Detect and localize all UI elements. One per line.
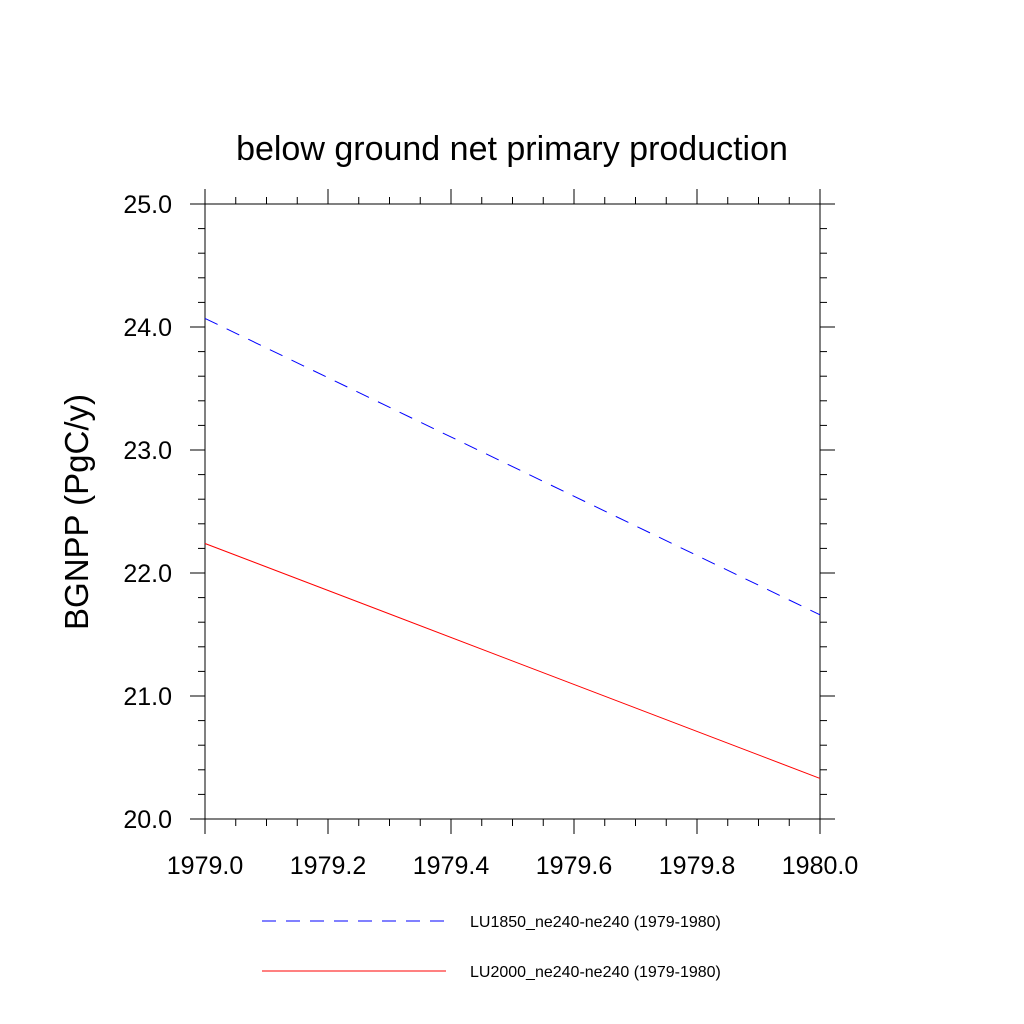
legend-label-2: LU2000_ne240-ne240 (1979-1980) <box>470 964 721 981</box>
tick-labels: 1979.0 1979.2 1979.4 1979.6 1979.8 1980.0 20.0… <box>123 191 858 880</box>
y-tick-label: 22.0 <box>123 560 172 588</box>
major-ticks <box>190 189 835 834</box>
chart-title: below ground net primary production <box>236 130 788 168</box>
minor-ticks <box>198 197 827 826</box>
y-tick-label: 24.0 <box>123 314 172 342</box>
y-tick-label: 20.0 <box>123 806 172 834</box>
x-tick-label: 1979.6 <box>536 852 612 880</box>
legend: LU1850_ne240-ne240 (1979-1980) LU2000_ne2… <box>262 914 721 981</box>
x-tick-label: 1979.8 <box>659 852 735 880</box>
y-tick-label: 21.0 <box>123 683 172 711</box>
series-line-1 <box>204 317 821 616</box>
plot-frame <box>204 203 821 820</box>
x-tick-label: 1979.4 <box>413 852 490 880</box>
legend-label-1: LU1850_ne240-ne240 (1979-1980) <box>470 914 721 931</box>
x-tick-label: 1979.2 <box>290 852 366 880</box>
y-tick-label: 25.0 <box>123 191 172 219</box>
series-line-2 <box>204 543 821 779</box>
plot-border <box>204 203 821 820</box>
series-lines <box>204 317 821 779</box>
x-tick-label: 1979.0 <box>167 852 243 880</box>
x-tick-label: 1980.0 <box>782 852 858 880</box>
y-tick-label: 23.0 <box>123 437 172 465</box>
y-axis-label: BGNPP (PgC/y) <box>58 394 95 630</box>
